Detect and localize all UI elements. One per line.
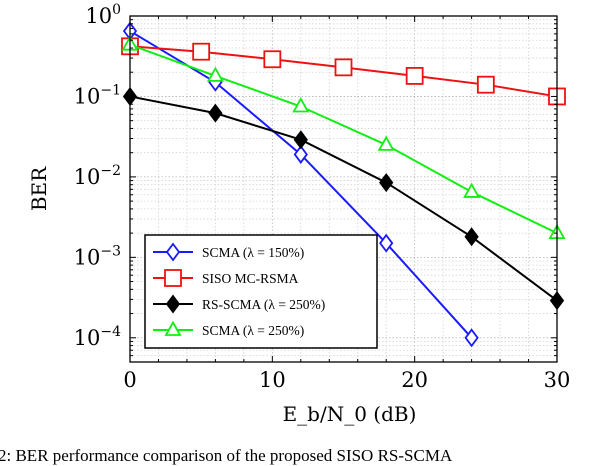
y-tick-label: 10−4 xyxy=(74,324,121,350)
data-point-marker xyxy=(334,58,353,77)
ber-chart: 0 10 20 30 100 10−1 10−2 10−3 10−4 SCMA (λ = 150… xyxy=(27,2,571,426)
legend-label: SCMA (λ = 150%) xyxy=(202,245,304,260)
figure-caption: 2: BER performance comparison of the pro… xyxy=(0,446,453,465)
data-point-marker xyxy=(405,67,424,85)
x-tick-label: 0 xyxy=(123,368,136,392)
data-point-marker xyxy=(164,320,182,336)
data-point-marker xyxy=(165,294,181,314)
data-point-marker xyxy=(379,173,394,193)
legend-entry: SISO MC-RSMA xyxy=(153,269,299,287)
legend-entry: SCMA (λ = 250%) xyxy=(153,320,304,338)
data-point-marker xyxy=(164,269,182,287)
data-point-marker xyxy=(208,103,223,123)
data-point-marker xyxy=(463,182,481,198)
data-point-marker xyxy=(165,242,181,262)
data-point-marker xyxy=(464,227,479,247)
x-axis-label: E_b/N_0 (dB) xyxy=(283,402,417,426)
ticks: 0 10 20 30 100 10−1 10−2 10−3 10−4 xyxy=(74,2,571,392)
y-axis-label: BER xyxy=(27,166,51,211)
data-point-marker xyxy=(379,233,394,253)
y-tick-label: 100 xyxy=(85,2,121,28)
series-2 xyxy=(121,37,566,106)
series-3 xyxy=(122,86,565,311)
series-layer xyxy=(121,21,566,348)
y-tick-label: 10−3 xyxy=(74,243,121,269)
x-tick-label: 30 xyxy=(544,368,571,392)
data-point-marker xyxy=(192,42,211,61)
data-point-marker xyxy=(292,97,310,113)
data-point-marker xyxy=(206,66,224,82)
y-tick-label: 10−2 xyxy=(74,163,121,189)
data-point-marker xyxy=(464,328,479,348)
data-point-marker xyxy=(377,135,395,151)
legend-label: RS-SCMA (λ = 250%) xyxy=(202,297,325,312)
data-point-marker xyxy=(293,144,308,164)
x-tick-label: 20 xyxy=(401,368,428,392)
series-line xyxy=(129,43,558,235)
series-line xyxy=(129,95,558,302)
legend-entry: SCMA (λ = 150%) xyxy=(153,242,304,262)
legend: SCMA (λ = 150%) SISO MC-RSMA RS-SCMA (λ = … xyxy=(144,234,378,349)
y-tick-label: 10−1 xyxy=(74,82,121,108)
data-point-marker xyxy=(476,75,495,94)
legend-label: SCMA (λ = 250%) xyxy=(202,323,304,338)
x-tick-label: 10 xyxy=(259,368,286,392)
legend-entry: RS-SCMA (λ = 250%) xyxy=(153,294,325,314)
data-point-marker xyxy=(263,50,282,69)
legend-label: SISO MC-RSMA xyxy=(202,271,299,286)
data-point-marker xyxy=(293,130,308,150)
